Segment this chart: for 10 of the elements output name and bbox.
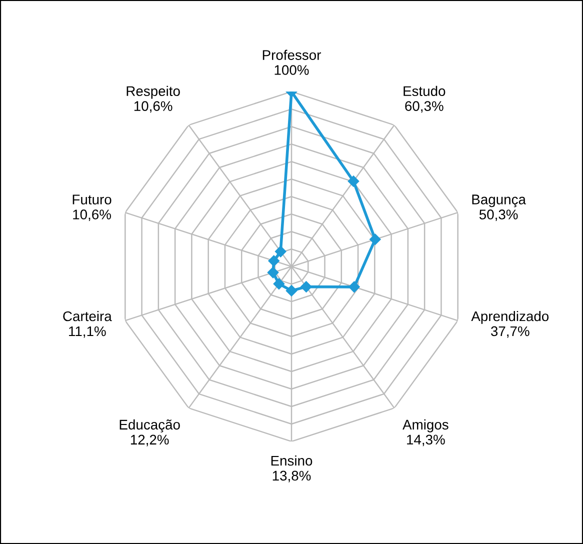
spoke-label: Futuro 10,6% — [72, 194, 112, 222]
spoke-label: Bagunça 50,3% — [472, 194, 526, 222]
spoke-label: Ensino 13,8% — [271, 455, 312, 482]
spoke-label: Educação 12,2% — [120, 419, 180, 446]
spoke-label: Aprendizado 37,7% — [471, 310, 549, 338]
spoke-label: Carteira 11,1% — [63, 310, 112, 338]
spoke-label: Respeito 10,6% — [126, 86, 180, 113]
spoke-label: Amigos 14,3% — [402, 419, 448, 446]
spoke-label: Estudo 60,3% — [404, 86, 446, 113]
spoke-label: Professor 100% — [262, 50, 321, 75]
